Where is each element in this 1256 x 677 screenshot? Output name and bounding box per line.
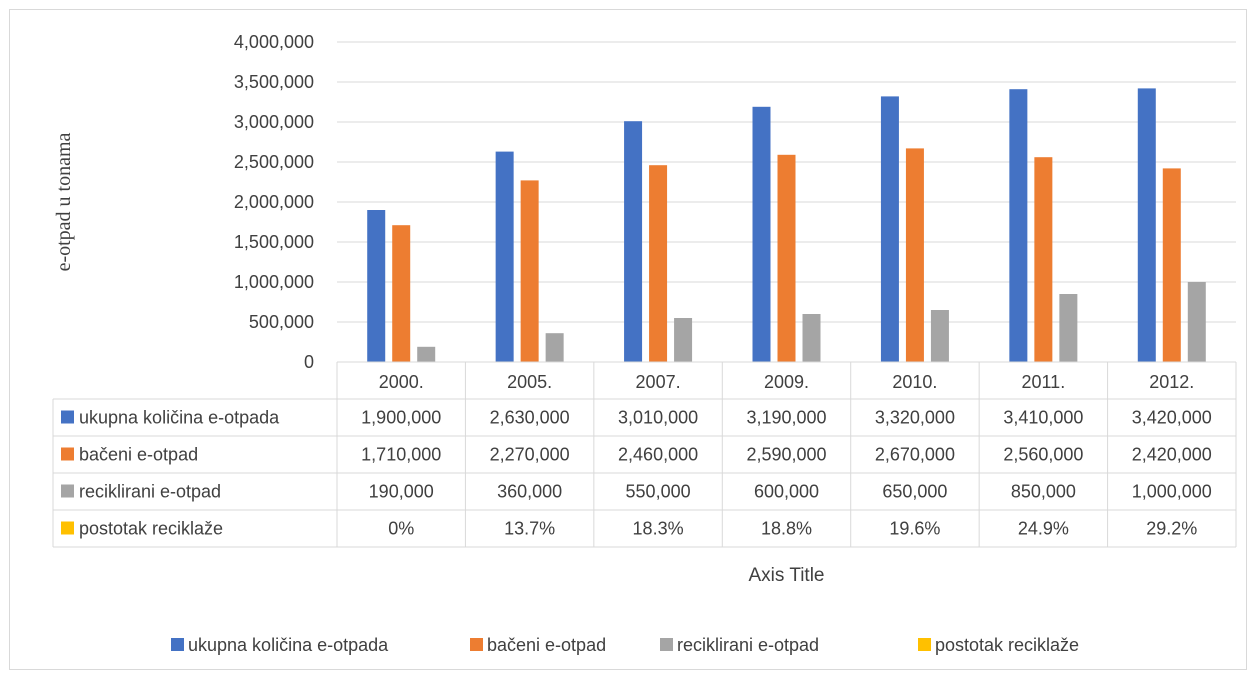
table-cell: 360,000 (497, 482, 562, 502)
bar-0-6 (1137, 88, 1156, 363)
bar-2-1 (545, 333, 564, 362)
bar-2-4 (930, 310, 949, 362)
x-tick-label: 2012. (1149, 372, 1194, 392)
table-cell: 18.8% (761, 519, 812, 539)
x-tick-label: 2011. (1021, 372, 1065, 392)
x-tick-label: 2007. (636, 372, 681, 392)
table-cell: 550,000 (626, 482, 691, 502)
y-tick-label: 0 (304, 352, 314, 372)
table-cell: 650,000 (882, 482, 947, 502)
table-cell: 2,460,000 (618, 445, 698, 465)
x-tick-label: 2005. (507, 372, 552, 392)
table-cell: 2,560,000 (1003, 445, 1083, 465)
table-cell: 3,190,000 (746, 408, 826, 428)
table-cell: 1,710,000 (361, 445, 441, 465)
table-cell: 600,000 (754, 482, 819, 502)
bar-0-0 (367, 210, 386, 362)
table-row-label: reciklirani e-otpad (79, 482, 221, 502)
table-cell: 2,670,000 (875, 445, 955, 465)
bar-1-4 (905, 148, 924, 362)
table-cell: 190,000 (369, 482, 434, 502)
table-cell: 1,900,000 (361, 408, 441, 428)
bar-0-3 (752, 106, 771, 362)
table-cell: 2,590,000 (746, 445, 826, 465)
table-legend-key (61, 447, 74, 461)
table-cell: 3,420,000 (1132, 408, 1212, 428)
bar-2-5 (1059, 294, 1078, 362)
x-tick-label: 2000. (379, 372, 424, 392)
bar-1-3 (777, 154, 796, 362)
table-cell: 29.2% (1146, 519, 1197, 539)
x-tick-label: 2010. (892, 372, 937, 392)
bar-0-4 (880, 96, 899, 363)
y-tick-label: 3,000,000 (234, 112, 314, 132)
bar-0-5 (1009, 89, 1028, 362)
bar-1-1 (520, 180, 539, 362)
y-tick-label: 1,000,000 (234, 272, 314, 292)
bar-2-6 (1187, 282, 1206, 362)
table-cell: 2,630,000 (490, 408, 570, 428)
bar-1-2 (649, 165, 668, 362)
table-cell: 2,270,000 (490, 445, 570, 465)
x-tick-label: 2009. (764, 372, 809, 392)
bar-2-2 (674, 318, 693, 362)
legend-label: ukupna količina e-otpada (188, 635, 389, 655)
legend-key (918, 638, 931, 651)
bar-1-6 (1162, 168, 1181, 362)
table-cell: 3,010,000 (618, 408, 698, 428)
bar-1-0 (392, 225, 411, 362)
table-row-label: bačeni e-otpad (79, 445, 198, 465)
table-cell: 0% (388, 519, 414, 539)
y-tick-label: 500,000 (249, 312, 314, 332)
table-cell: 3,320,000 (875, 408, 955, 428)
bar-0-2 (624, 121, 643, 362)
x-axis-title: Axis Title (748, 565, 824, 586)
table-cell: 1,000,000 (1132, 482, 1212, 502)
table-legend-key (61, 410, 74, 424)
bar-2-0 (417, 346, 436, 362)
legend-label: bačeni e-otpad (487, 635, 606, 655)
table-row-label: postotak reciklaže (79, 519, 223, 539)
legend-label: reciklirani e-otpad (677, 635, 819, 655)
table-row-label: ukupna količina e-otpada (79, 408, 280, 428)
table-cell: 24.9% (1018, 519, 1069, 539)
legend-label: postotak reciklaže (935, 635, 1079, 655)
table-legend-key (61, 484, 74, 498)
y-tick-label: 4,000,000 (234, 32, 314, 52)
table-cell: 13.7% (504, 519, 555, 539)
table-legend-key (61, 521, 74, 535)
y-tick-label: 2,000,000 (234, 192, 314, 212)
table-cell: 19.6% (889, 519, 940, 539)
legend-key (470, 638, 483, 651)
legend-key (660, 638, 673, 651)
bar-1-5 (1034, 157, 1053, 362)
table-cell: 3,410,000 (1003, 408, 1083, 428)
y-tick-label: 2,500,000 (234, 152, 314, 172)
bar-0-1 (495, 151, 514, 362)
legend-key (171, 638, 184, 651)
table-cell: 18.3% (633, 519, 684, 539)
y-tick-label: 3,500,000 (234, 72, 314, 92)
y-axis-title: e-otpad u tonama (53, 132, 75, 271)
bar-2-3 (802, 314, 821, 362)
y-tick-label: 1,500,000 (234, 232, 314, 252)
table-cell: 850,000 (1011, 482, 1076, 502)
table-cell: 2,420,000 (1132, 445, 1212, 465)
